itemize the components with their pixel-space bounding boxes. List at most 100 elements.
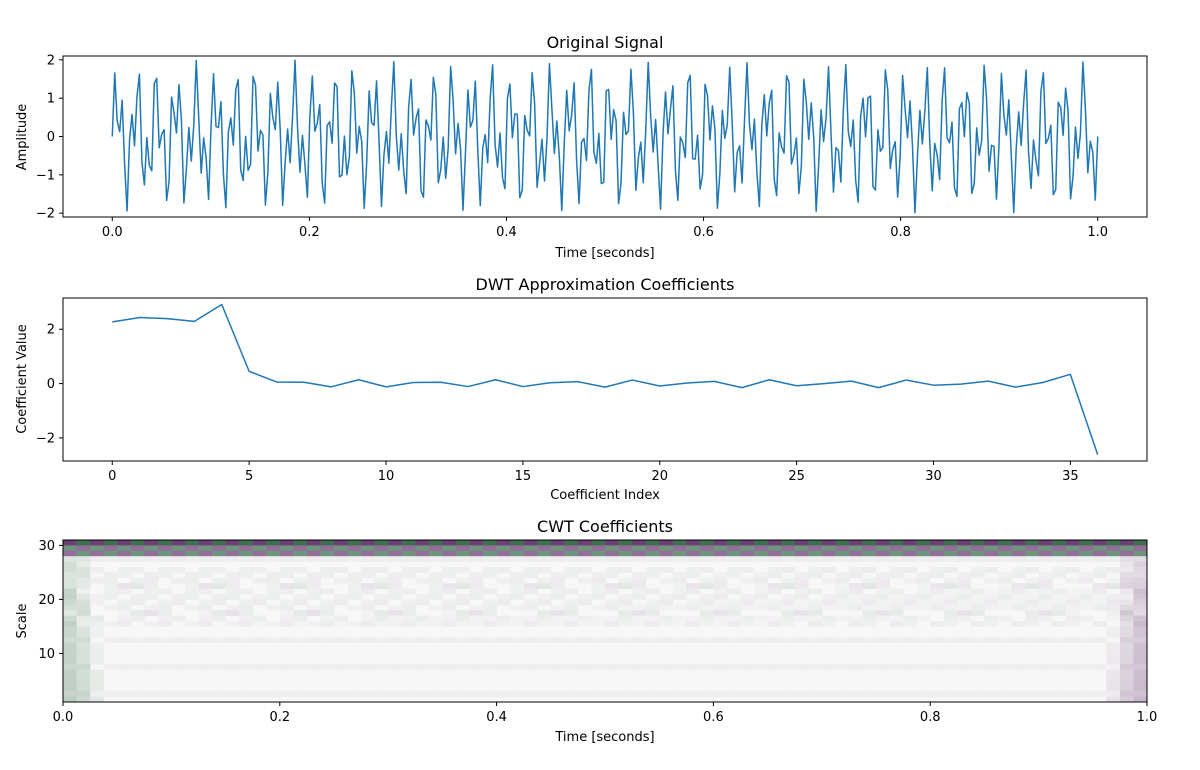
cwt-cell	[374, 637, 389, 643]
cwt-cell	[930, 567, 945, 573]
cwt-cell	[645, 604, 660, 611]
cwt-cell	[1052, 572, 1067, 579]
cwt-cell	[632, 664, 647, 670]
dwt-y-label: Coefficient Value	[15, 324, 30, 434]
cwt-cell	[1133, 626, 1148, 633]
cwt-cell	[103, 577, 118, 584]
cwt-cell	[618, 610, 633, 616]
cwt-cell	[1133, 583, 1148, 589]
cwt-cell	[63, 599, 77, 606]
cwt-cell	[483, 615, 497, 622]
cwt-cell	[767, 621, 782, 627]
cwt-cell	[103, 637, 118, 643]
cwt-cell	[632, 621, 647, 627]
cwt-cell	[605, 604, 619, 611]
cwt-cell	[726, 572, 741, 579]
cwt-cell	[876, 545, 890, 552]
cwt-cell	[483, 588, 497, 595]
cwt-cell	[564, 572, 579, 579]
cwt-cell	[144, 621, 159, 627]
cwt-cell	[767, 604, 782, 611]
cwt-cell	[320, 615, 335, 622]
cwt-cell	[957, 599, 972, 606]
cwt-cell	[374, 691, 389, 697]
cwt-cell	[726, 540, 741, 546]
cwt-cell	[334, 637, 348, 643]
cwt-cell	[767, 567, 782, 573]
cwt-cell	[862, 577, 877, 584]
cwt-cell	[550, 691, 565, 697]
cwt-cell	[916, 540, 931, 546]
cwt-cell	[306, 588, 321, 595]
cwt-cell	[943, 567, 958, 573]
cwt-cell	[374, 577, 389, 584]
cwt-cell	[659, 567, 674, 573]
cwt-cell	[997, 594, 1012, 600]
cwt-cell	[686, 691, 701, 697]
cwt-cell	[157, 540, 172, 546]
cwt-cell	[212, 691, 226, 697]
cwt-cell	[1092, 621, 1107, 627]
cwt-cell	[1119, 637, 1134, 643]
cwt-cell	[1011, 588, 1026, 595]
cwt-cell	[1079, 604, 1094, 611]
cwt-cell	[279, 599, 294, 606]
cwt-cell	[1133, 588, 1148, 595]
cwt-cell	[930, 588, 945, 595]
cwt-cell	[564, 556, 579, 562]
cwt-cell	[1119, 691, 1134, 697]
cwt-cell	[821, 599, 836, 606]
cwt-cell	[957, 540, 972, 546]
cwt-cell	[361, 556, 376, 562]
cwt-cell	[862, 567, 877, 573]
cwt-cell	[63, 621, 77, 627]
cwt-cell	[198, 545, 213, 552]
cwt-cell	[225, 604, 240, 611]
cwt-cell	[184, 604, 199, 611]
cwt-x-tick-label: 0.6	[703, 710, 724, 725]
cwt-cell	[198, 550, 213, 557]
cwt-cell	[1119, 550, 1134, 557]
cwt-cell	[591, 545, 606, 552]
cwt-cell	[1052, 540, 1067, 546]
cwt-cell	[916, 556, 931, 562]
cwt-cell	[1106, 642, 1121, 649]
cwt-cell	[428, 588, 443, 595]
cwt-cell	[455, 540, 470, 546]
cwt-cell	[63, 631, 77, 638]
cwt-cell	[1038, 599, 1053, 606]
cwt-cell	[1038, 664, 1053, 670]
cwt-cell	[347, 691, 362, 697]
cwt-cell	[306, 610, 321, 616]
cwt-cell	[442, 604, 457, 611]
cwt-heatmap	[63, 540, 1148, 703]
cwt-cell	[1038, 540, 1053, 546]
cwt-cell	[997, 545, 1012, 552]
cwt-cell	[645, 664, 660, 670]
cwt-cell	[320, 550, 335, 557]
cwt-cell	[76, 545, 91, 552]
cwt-cell	[1025, 610, 1039, 616]
cwt-cell	[90, 594, 105, 600]
cwt-cell	[76, 631, 91, 638]
cwt-cell	[821, 567, 836, 573]
cwt-cell	[1038, 594, 1053, 600]
cwt-cell	[428, 572, 443, 579]
cwt-cell	[1065, 664, 1080, 670]
cwt-cell	[63, 680, 77, 687]
cwt-cell	[157, 604, 172, 611]
cwt-cell	[659, 550, 674, 557]
cwt-cell	[794, 604, 809, 611]
cwt-cell	[618, 664, 633, 670]
cwt-cell	[347, 540, 362, 546]
cwt-cell	[862, 664, 877, 670]
cwt-cell	[672, 550, 687, 557]
cwt-cell	[672, 545, 687, 552]
cwt-cell	[984, 588, 999, 595]
cwt-cell	[618, 540, 633, 546]
cwt-cell	[347, 604, 362, 611]
cwt-cell	[415, 556, 430, 562]
cwt-cell	[848, 594, 863, 600]
cwt-cell	[117, 540, 132, 546]
cwt-cell	[144, 588, 159, 595]
